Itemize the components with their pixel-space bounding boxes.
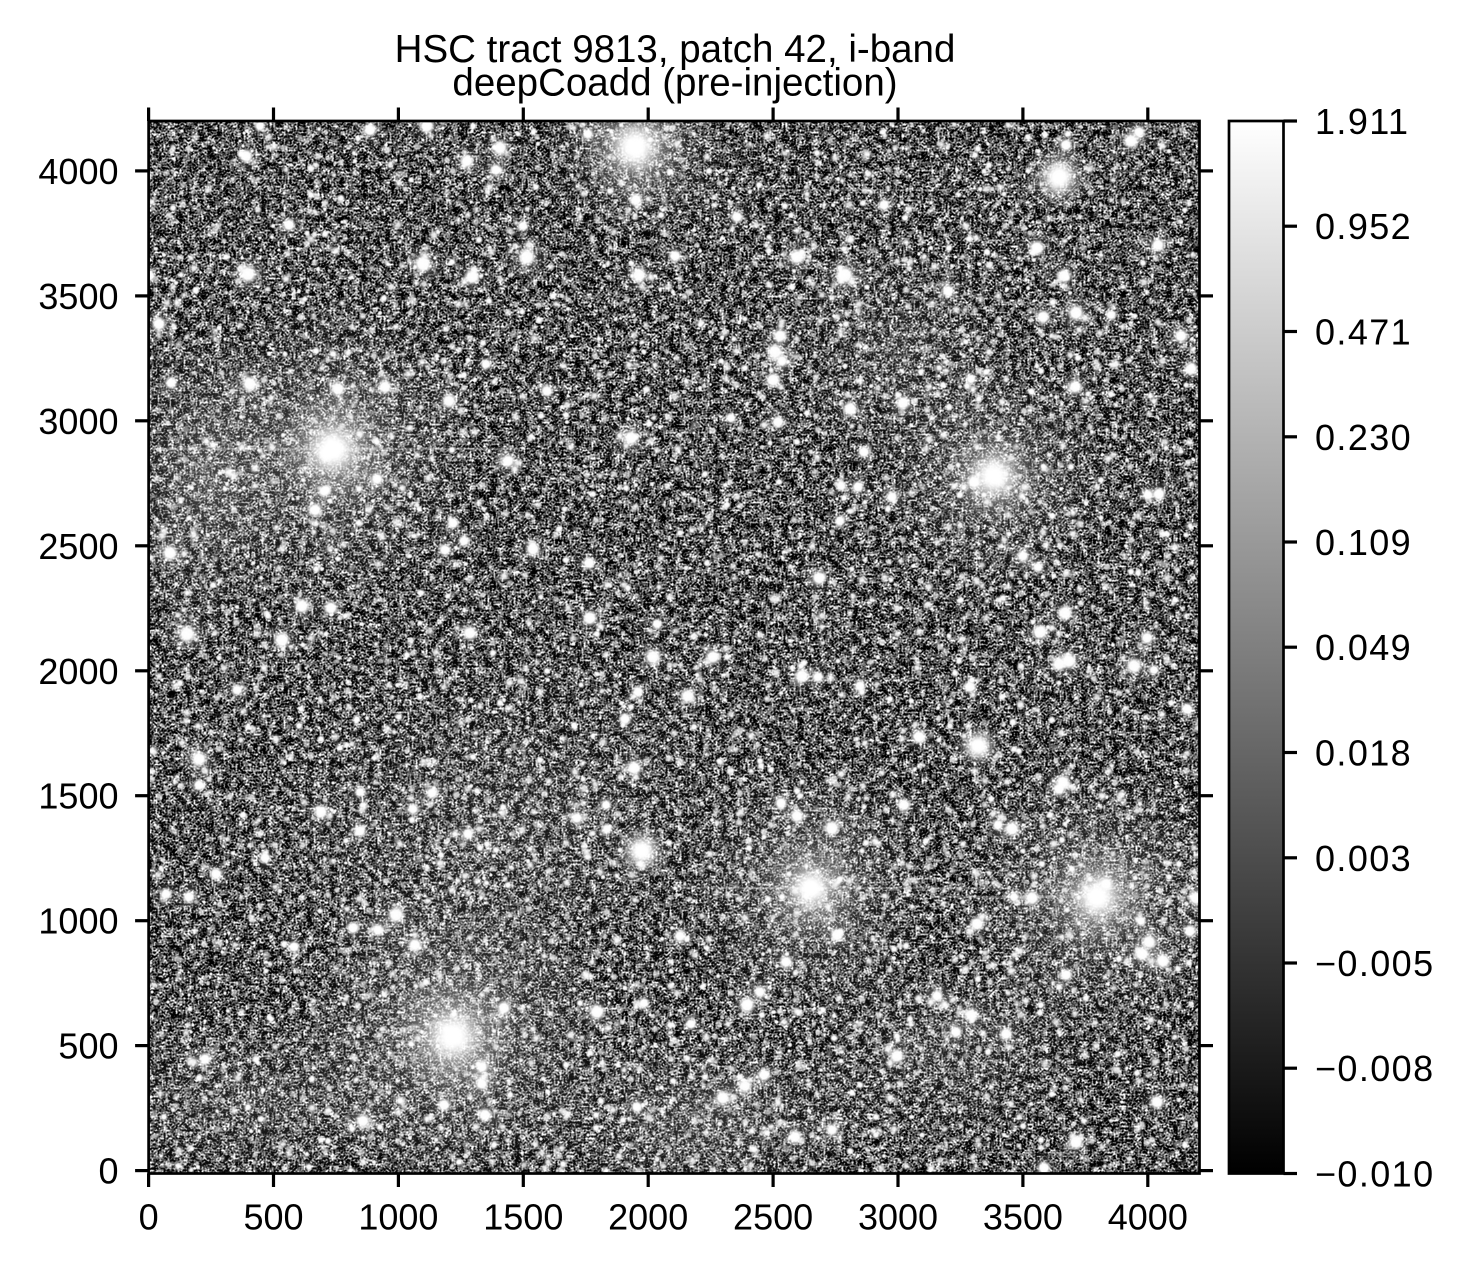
svg-text:3500: 3500 — [983, 1197, 1063, 1238]
svg-text:1000: 1000 — [358, 1197, 438, 1238]
svg-text:1000: 1000 — [38, 901, 118, 942]
svg-text:0: 0 — [98, 1151, 118, 1192]
svg-text:2000: 2000 — [38, 651, 118, 692]
svg-text:3500: 3500 — [38, 276, 118, 317]
svg-text:2000: 2000 — [608, 1197, 688, 1238]
svg-text:3000: 3000 — [858, 1197, 938, 1238]
svg-text:1500: 1500 — [483, 1197, 563, 1238]
svg-text:0.049: 0.049 — [1315, 627, 1412, 668]
svg-text:1.911: 1.911 — [1315, 101, 1409, 142]
svg-text:−0.010: −0.010 — [1315, 1154, 1435, 1195]
svg-text:500: 500 — [58, 1026, 118, 1067]
svg-text:0: 0 — [139, 1197, 159, 1238]
svg-text:0.018: 0.018 — [1315, 733, 1412, 774]
svg-text:0.471: 0.471 — [1315, 312, 1412, 353]
svg-text:2500: 2500 — [38, 526, 118, 567]
svg-text:deepCoadd (pre-injection): deepCoadd (pre-injection) — [452, 62, 897, 105]
svg-text:4000: 4000 — [1108, 1197, 1188, 1238]
svg-text:−0.005: −0.005 — [1315, 943, 1435, 984]
svg-text:2500: 2500 — [733, 1197, 813, 1238]
svg-text:0.003: 0.003 — [1315, 838, 1412, 879]
svg-text:1500: 1500 — [38, 776, 118, 817]
svg-text:500: 500 — [243, 1197, 303, 1238]
svg-text:4000: 4000 — [38, 151, 118, 192]
svg-text:3000: 3000 — [38, 401, 118, 442]
svg-text:0.109: 0.109 — [1315, 522, 1412, 563]
svg-text:−0.008: −0.008 — [1315, 1048, 1435, 1089]
svg-text:0.230: 0.230 — [1315, 417, 1412, 458]
svg-text:0.952: 0.952 — [1315, 206, 1412, 247]
